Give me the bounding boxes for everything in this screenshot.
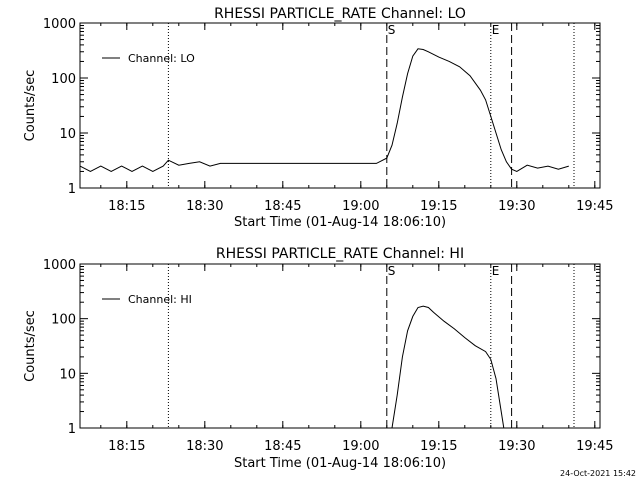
x-tick-label: 19:30 (498, 199, 535, 214)
marker-label: S (388, 23, 396, 37)
x-tick-label: 19:30 (498, 439, 535, 454)
plot-frame (79, 22, 601, 189)
x-tick-label: 19:15 (420, 199, 457, 214)
x-axis-label: Start Time (01-Aug-14 18:06:10) (234, 215, 446, 230)
x-tick-label: 18:15 (108, 439, 145, 454)
y-axis-label: Counts/sec (23, 310, 38, 382)
legend-entry: Channel: LO (128, 52, 195, 65)
generation-timestamp: 24-Oct-2021 15:42 (560, 469, 636, 478)
y-tick-label: 100 (51, 72, 76, 87)
x-tick-label: 19:00 (342, 439, 379, 454)
x-tick-label: 18:30 (186, 199, 223, 214)
x-tick-label: 19:45 (576, 199, 613, 214)
x-tick-label: 19:15 (420, 439, 457, 454)
y-tick-label: 1000 (43, 17, 76, 32)
y-tick-label: 100 (51, 313, 76, 328)
series-line (79, 48, 569, 172)
y-tick-label: 10 (59, 367, 76, 382)
legend-entry: Channel: HI (128, 293, 192, 306)
series-line (391, 305, 505, 429)
x-tick-label: 18:45 (264, 439, 301, 454)
x-tick-label: 19:45 (576, 439, 613, 454)
chart-title: RHESSI PARTICLE_RATE Channel: LO (214, 6, 466, 22)
y-axis-label: Counts/sec (23, 70, 38, 142)
chart-panel-2: RHESSI PARTICLE_RATE Channel: HI 18:15 18:… (23, 246, 614, 471)
marker-label: S (388, 264, 396, 278)
marker-label: E (492, 264, 500, 278)
x-tick-label: 19:00 (342, 199, 379, 214)
plot-frame (79, 263, 601, 429)
x-tick-label: 18:15 (108, 199, 145, 214)
chart-panel-1: RHESSI PARTICLE_RATE Channel: LO 18:15 18:… (23, 6, 614, 230)
marker-label: E (492, 23, 500, 37)
chart-title: RHESSI PARTICLE_RATE Channel: HI (216, 246, 464, 262)
x-axis-label: Start Time (01-Aug-14 18:06:10) (234, 456, 446, 471)
x-tick-label: 18:30 (186, 439, 223, 454)
y-tick-label: 1 (68, 182, 76, 197)
y-tick-label: 1 (68, 422, 76, 437)
y-tick-label: 1000 (43, 258, 76, 273)
y-tick-label: 10 (59, 127, 76, 142)
x-tick-label: 18:45 (264, 199, 301, 214)
